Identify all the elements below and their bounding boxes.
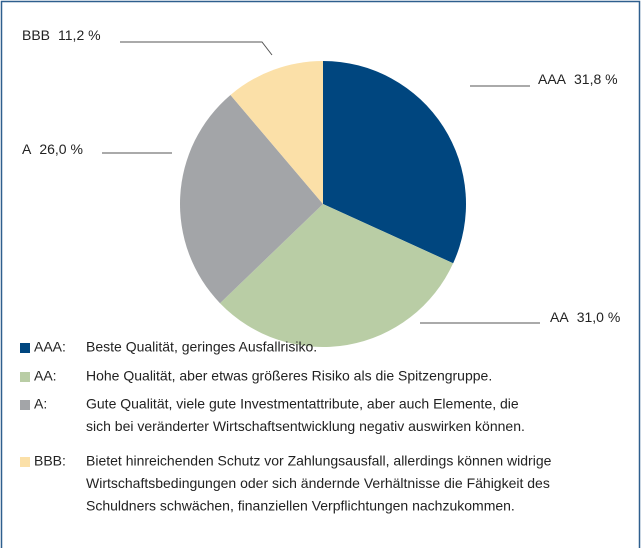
legend-swatch [20, 400, 30, 410]
slice-label: BBB 11,2 % [22, 27, 101, 43]
legend-key: AA: [34, 368, 57, 384]
slice-value: 11,2 % [58, 27, 101, 43]
legend-key: A: [34, 396, 47, 412]
pie-slice [179, 94, 323, 304]
pie-slice [230, 61, 323, 204]
legend-text: Gute Qualität, viele gute Investmentattr… [86, 396, 519, 412]
legend-text: Beste Qualität, geringes Ausfallrisiko. [86, 339, 317, 355]
slice-category: BBB [22, 27, 50, 43]
slice-label: A 26,0 % [22, 141, 83, 157]
slice-value: 31,0 % [577, 309, 621, 325]
legend-text: Wirtschaftsbedingungen oder sich ändernd… [86, 475, 550, 491]
slice-value: 26,0 % [39, 141, 83, 157]
legend-swatch [20, 457, 30, 467]
slice-category: AAA [538, 71, 567, 87]
slice-label: AA 31,0 % [550, 309, 620, 325]
slice-label: AAA 31,8 % [538, 71, 618, 87]
slice-value: 31,8 % [574, 71, 618, 87]
leader-line [120, 41, 273, 56]
legend-text: Schuldners schwächen, finanziellen Verpf… [86, 498, 515, 514]
legend-text: Bietet hinreichenden Schutz vor Zahlungs… [86, 453, 552, 469]
legend-swatch [20, 372, 30, 382]
pie-slice [219, 204, 454, 347]
slice-category: A [22, 141, 32, 157]
pie-slice [323, 61, 466, 264]
legend-key: BBB: [34, 453, 66, 469]
legend-text: Hohe Qualität, aber etwas größeres Risik… [86, 368, 492, 384]
legend-swatch [20, 343, 30, 353]
legend-text: sich bei veränderter Wirtschaftsentwickl… [86, 418, 525, 434]
legend-key: AAA: [34, 339, 66, 355]
slice-category: AA [550, 309, 569, 325]
